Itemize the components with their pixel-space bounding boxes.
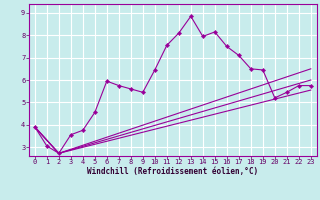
X-axis label: Windchill (Refroidissement éolien,°C): Windchill (Refroidissement éolien,°C) (87, 167, 258, 176)
